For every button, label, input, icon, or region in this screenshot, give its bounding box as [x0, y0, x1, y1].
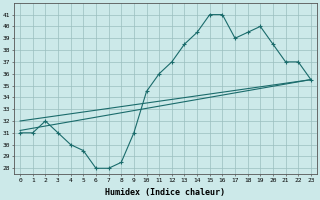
- X-axis label: Humidex (Indice chaleur): Humidex (Indice chaleur): [106, 188, 226, 197]
